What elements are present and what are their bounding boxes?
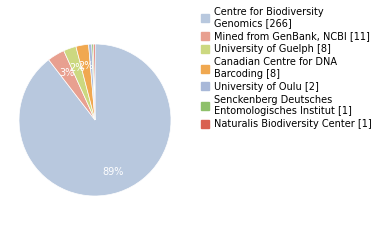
Legend: Centre for Biodiversity
Genomics [266], Mined from GenBank, NCBI [11], Universit: Centre for Biodiversity Genomics [266], … [199,5,374,131]
Text: 2%: 2% [78,61,93,71]
Text: 2%: 2% [69,63,84,73]
Text: 3%: 3% [59,68,74,78]
Text: 89%: 89% [102,167,124,177]
Wedge shape [19,44,171,196]
Wedge shape [64,46,95,120]
Wedge shape [76,44,95,120]
Wedge shape [89,44,95,120]
Wedge shape [49,51,95,120]
Wedge shape [92,44,95,120]
Wedge shape [93,44,95,120]
